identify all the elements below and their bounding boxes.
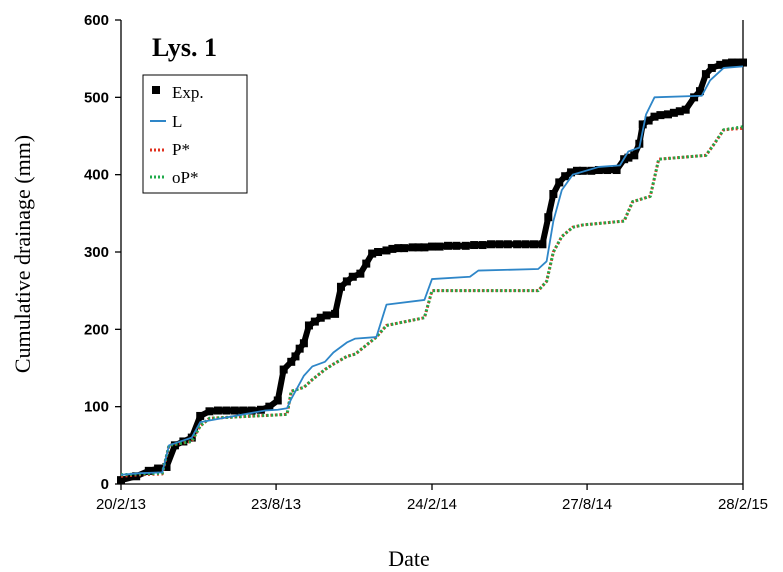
series-line-p [120, 126, 744, 478]
series-layer [117, 58, 747, 485]
series-line-l [120, 65, 744, 476]
legend-label-l: L [172, 112, 182, 131]
y-tick-label: 100 [84, 399, 109, 416]
y-tick-label: 300 [84, 244, 109, 261]
x-tick-label: 27/8/14 [562, 496, 612, 513]
x-axis-label: Date [388, 546, 430, 571]
x-tick-label: 28/2/15 [718, 496, 768, 513]
exp-trace [120, 59, 743, 484]
legend-label-op: oP* [172, 168, 198, 187]
x-tick-label: 23/8/13 [251, 496, 301, 513]
y-tick-label: 0 [101, 476, 109, 493]
y-tick-label: 200 [84, 321, 109, 338]
y-tick-label: 500 [84, 89, 109, 106]
x-axis-ticks: 20/2/13 23/8/13 24/2/14 27/8/14 28/2/15 [96, 484, 768, 513]
y-tick-label: 400 [84, 167, 109, 184]
legend-marker-exp [152, 86, 160, 94]
legend: Exp. L P* oP* [142, 74, 248, 194]
legend-label-p: P* [172, 140, 190, 159]
y-axis-label: Cumulative drainage (mm) [10, 135, 35, 373]
y-tick-label: 600 [84, 12, 109, 29]
x-tick-label: 20/2/13 [96, 496, 146, 513]
legend-label-exp: Exp. [172, 83, 204, 102]
legend-box [142, 74, 248, 194]
panel-label: Lys. 1 [152, 33, 217, 62]
x-tick-label: 24/2/14 [407, 496, 457, 513]
y-axis-ticks: 0 100 200 300 400 500 600 [84, 12, 121, 493]
